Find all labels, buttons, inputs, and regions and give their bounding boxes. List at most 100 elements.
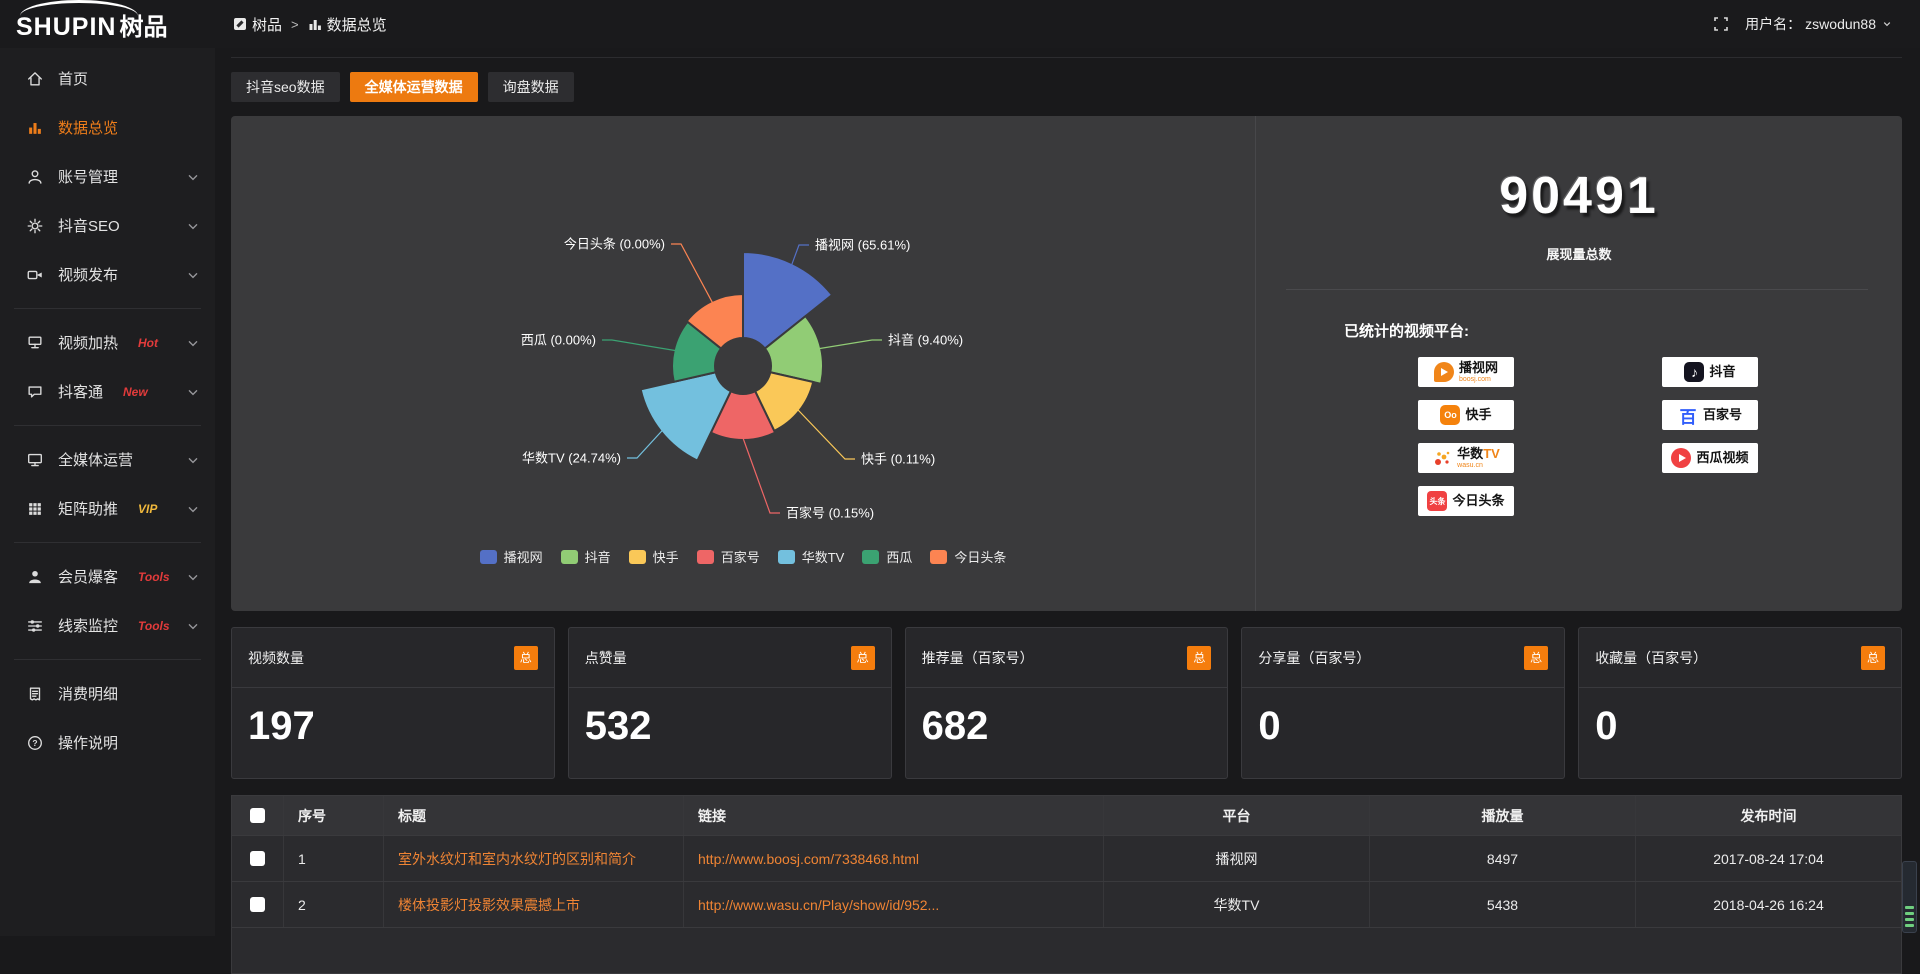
cell-platform: 播视网 (1104, 836, 1370, 881)
cell-time: 2017-08-24 17:04 (1636, 836, 1901, 881)
total-badge: 总 (514, 646, 538, 670)
select-all-checkbox[interactable] (250, 808, 265, 823)
sidebar-item-bar-chart[interactable]: 数据总览 (0, 103, 215, 152)
user-menu[interactable]: 用户名：zswodun88 (1745, 14, 1894, 34)
pie-chart-canvas: 播视网 (65.61%)抖音 (9.40%)快手 (0.11%)百家号 (0.1… (231, 116, 1255, 541)
sidebar-item-label: 抖音SEO (58, 215, 120, 236)
breadcrumb-root[interactable]: 树品 (233, 14, 282, 35)
sliders-icon (26, 617, 44, 635)
tab-询盘数据[interactable]: 询盘数据 (488, 72, 574, 102)
cell-platform: 华数TV (1104, 882, 1370, 927)
sidebar-item-label: 消费明细 (58, 683, 118, 704)
sidebar-item-user[interactable]: 账号管理 (0, 152, 215, 201)
stat-card-value: 0 (1579, 688, 1901, 749)
column-header-序号: 序号 (284, 796, 384, 835)
username-value: zswodun88 (1805, 16, 1876, 32)
data-tabs: 抖音seo数据全媒体运营数据询盘数据 (231, 72, 1902, 102)
cell-title-link[interactable]: 楼体投影灯投影效果震撼上市 (384, 882, 684, 927)
pie-label-播视网: 播视网 (65.61%) (815, 238, 910, 253)
wasu-logo-icon (1432, 448, 1452, 468)
total-badge: 总 (1524, 646, 1548, 670)
column-header-播放量: 播放量 (1370, 796, 1636, 835)
row-checkbox[interactable] (250, 851, 265, 866)
fullscreen-icon[interactable] (1713, 16, 1729, 32)
widget-stripe (1905, 906, 1914, 909)
gear-icon (26, 217, 44, 235)
stat-card-value: 532 (569, 688, 891, 749)
column-header-标题: 标题 (384, 796, 684, 835)
legend-item-抖音[interactable]: 抖音 (561, 547, 611, 566)
sidebar-group-divider (14, 308, 201, 309)
logo-arc (20, 0, 138, 16)
sidebar-item-label: 数据总览 (58, 117, 118, 138)
legend-label: 今日头条 (954, 547, 1006, 566)
tab-全媒体运营数据[interactable]: 全媒体运营数据 (350, 72, 478, 102)
platform-name: 今日头条 (1452, 494, 1504, 508)
stat-card-label: 分享量（百家号） (1258, 648, 1370, 668)
legend-item-今日头条[interactable]: 今日头条 (930, 547, 1006, 566)
user-icon (26, 168, 44, 186)
chart-legend: 播视网抖音 快手百家号华数TV 西瓜 今日头条 (231, 547, 1255, 566)
sidebar-item-help[interactable]: ?操作说明 (0, 718, 215, 767)
member-icon (26, 568, 44, 586)
pie-label-line (602, 340, 676, 351)
username-label: 用户名： (1745, 14, 1801, 34)
legend-label: 快手 (653, 547, 679, 566)
breadcrumb-current[interactable]: 数据总览 (308, 14, 387, 35)
platform-badge-xigua: 西瓜视频 (1662, 443, 1758, 473)
douyin-logo-icon: ♪ (1684, 362, 1704, 382)
cell-title-link[interactable]: 室外水纹灯和室内水纹灯的区别和简介 (384, 836, 684, 881)
total-badge: 总 (1861, 646, 1885, 670)
sidebar-item-home[interactable]: 首页 (0, 54, 215, 103)
sidebar-item-receipt[interactable]: 消费明细 (0, 669, 215, 718)
scroll-widget[interactable] (1902, 861, 1917, 933)
widget-stripe (1905, 918, 1914, 921)
shupin-mark-icon (233, 17, 247, 31)
chevron-down-icon (185, 569, 201, 585)
summary-divider (1286, 289, 1868, 290)
widget-stripe (1905, 924, 1914, 927)
legend-item-西瓜[interactable]: 西瓜 (862, 547, 912, 566)
platform-name: 抖音 (1709, 365, 1735, 379)
legend-item-百家号[interactable]: 百家号 (697, 547, 760, 566)
sidebar-item-gear[interactable]: 抖音SEO (0, 201, 215, 250)
legend-item-快手[interactable]: 快手 (629, 547, 679, 566)
cell-url-link[interactable]: http://www.wasu.cn/Play/show/id/952... (684, 882, 1104, 927)
sidebar-item-monitor[interactable]: 全媒体运营 (0, 435, 215, 484)
chevron-down-icon (185, 501, 201, 517)
bar-chart-icon (26, 119, 44, 137)
pie-slice-华数TV[interactable] (641, 372, 731, 460)
tab-抖音seo数据[interactable]: 抖音seo数据 (231, 72, 340, 102)
toutiao-logo-icon: 头条 (1427, 491, 1447, 511)
platform-name: 百家号 (1703, 408, 1742, 422)
sidebar-group-divider (14, 659, 201, 660)
cell-url-link[interactable]: http://www.boosj.com/7338468.html (684, 836, 1104, 881)
monitor-icon (26, 451, 44, 469)
total-badge: 总 (851, 646, 875, 670)
pie-label-抖音: 抖音 (9.40%) (888, 333, 963, 348)
row-checkbox[interactable] (250, 897, 265, 912)
top-bar: SHUPIN 树品 树品 > 数据总览 用户名：zswodun88 (0, 0, 1920, 48)
sidebar-item-video[interactable]: 视频发布 (0, 250, 215, 299)
bar-chart-icon (308, 17, 322, 31)
legend-item-华数TV[interactable]: 华数TV (778, 547, 845, 566)
pie-label-line (671, 244, 713, 303)
legend-item-播视网[interactable]: 播视网 (480, 547, 543, 566)
stat-card-label: 视频数量 (248, 648, 304, 668)
rose-pie-chart: 播视网 (65.61%)抖音 (9.40%)快手 (0.11%)百家号 (0.1… (231, 116, 1255, 611)
svg-text:?: ? (32, 738, 37, 748)
legend-swatch (930, 550, 947, 564)
cell-time: 2018-04-26 16:24 (1636, 882, 1901, 927)
